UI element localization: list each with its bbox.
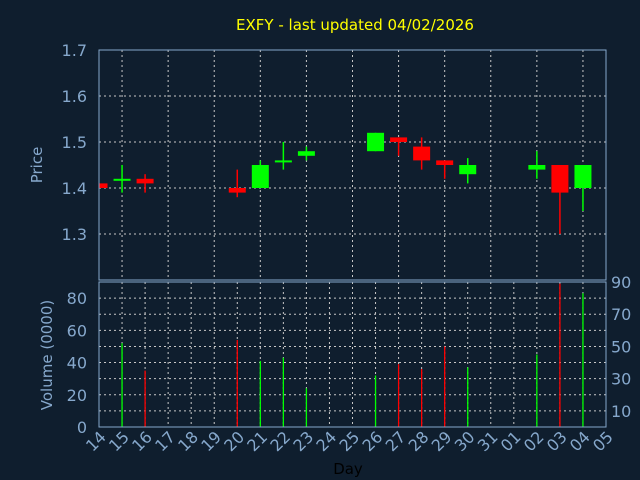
candle-body (436, 160, 454, 165)
volume-tick-label: 0 (77, 418, 87, 437)
volume-tick-label: 50 (611, 337, 631, 356)
candle-body (528, 165, 546, 170)
candle-body (297, 151, 315, 156)
y-tick-label: 1.4 (62, 179, 87, 198)
candle-body (274, 160, 292, 163)
volume-tick-label: 40 (67, 354, 87, 373)
candle-body (228, 188, 246, 193)
candle-body (367, 132, 385, 152)
volume-tick-label: 70 (611, 305, 631, 324)
candle-body (574, 165, 592, 188)
volume-tick-label: 60 (67, 321, 87, 340)
y-tick-label: 1.5 (62, 133, 87, 152)
candle-body (459, 165, 477, 175)
chart-title: EXFY - last updated 04/02/2026 (236, 16, 474, 34)
x-axis-label: Day (333, 460, 363, 478)
candle-body (251, 165, 269, 188)
candle-body (136, 178, 154, 184)
price-panel-frame (98, 49, 607, 281)
y-tick-label: 1.3 (62, 225, 87, 244)
candle-body (390, 137, 408, 142)
candle-body (113, 178, 131, 181)
volume-tick-label: 90 (611, 273, 631, 292)
y-tick-label: 1.7 (62, 41, 87, 60)
x-tick-label: 05 (589, 427, 617, 455)
candle-body (551, 165, 569, 193)
volume-panel-frame (98, 281, 607, 428)
volume-tick-label: 30 (611, 370, 631, 389)
y-axis-label: Price (28, 147, 46, 184)
candle-body (413, 146, 431, 161)
volume-axis-label: Volume (0000) (38, 300, 56, 410)
volume-tick-label: 20 (67, 386, 87, 405)
volume-tick-label: 10 (611, 402, 631, 421)
volume-tick-label: 80 (67, 289, 87, 308)
y-tick-label: 1.6 (62, 87, 87, 106)
candle-body (99, 183, 108, 188)
